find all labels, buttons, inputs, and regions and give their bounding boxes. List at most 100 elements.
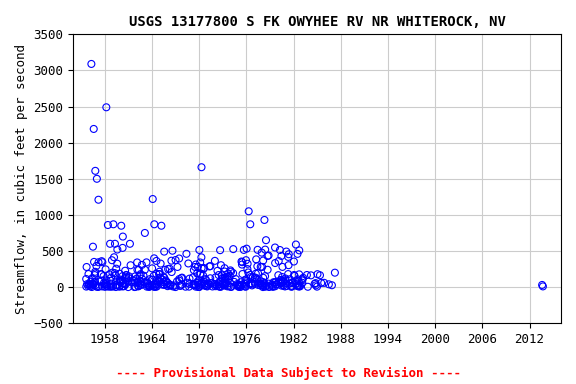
- Point: [95, 278, 104, 285]
- Point: [89, 282, 98, 288]
- Point: [88, 281, 97, 287]
- Point: [197, 254, 206, 260]
- Point: [98, 259, 107, 265]
- Point: [152, 258, 161, 264]
- Point: [237, 262, 247, 268]
- Point: [281, 283, 290, 290]
- Point: [143, 280, 153, 286]
- Point: [87, 61, 96, 67]
- Point: [225, 273, 234, 279]
- Point: [247, 280, 256, 286]
- Point: [140, 267, 149, 273]
- Point: [166, 282, 175, 288]
- Point: [119, 283, 128, 289]
- Point: [221, 282, 230, 288]
- Point: [107, 275, 116, 281]
- Point: [134, 267, 143, 273]
- Point: [290, 278, 300, 284]
- Point: [260, 273, 270, 279]
- Point: [122, 275, 131, 281]
- Point: [84, 283, 93, 289]
- Point: [119, 280, 128, 286]
- Point: [160, 281, 169, 288]
- Point: [105, 241, 115, 247]
- Point: [233, 283, 242, 289]
- Point: [311, 280, 320, 286]
- Point: [149, 273, 158, 279]
- Point: [172, 278, 181, 285]
- Point: [199, 266, 209, 272]
- Point: [191, 284, 200, 290]
- Point: [90, 282, 100, 288]
- Point: [136, 271, 145, 277]
- Point: [219, 282, 229, 288]
- Point: [82, 283, 91, 290]
- Point: [224, 283, 233, 290]
- Point: [313, 271, 322, 277]
- Point: [257, 264, 267, 270]
- Point: [288, 279, 297, 285]
- Point: [124, 275, 134, 281]
- Point: [295, 247, 304, 253]
- Point: [236, 279, 245, 285]
- Point: [145, 284, 154, 290]
- Point: [177, 281, 187, 288]
- Point: [220, 275, 229, 281]
- Point: [264, 280, 273, 286]
- Point: [183, 280, 192, 286]
- Point: [193, 280, 202, 286]
- Point: [253, 247, 262, 253]
- Point: [262, 237, 271, 243]
- Point: [90, 272, 99, 278]
- Point: [152, 283, 161, 290]
- Point: [221, 279, 230, 285]
- Point: [101, 266, 110, 272]
- Point: [218, 276, 227, 282]
- Point: [215, 281, 225, 287]
- Point: [212, 282, 221, 288]
- Point: [100, 284, 109, 290]
- Point: [278, 274, 287, 280]
- Point: [275, 247, 285, 253]
- Point: [152, 281, 161, 287]
- Point: [223, 276, 233, 282]
- Point: [165, 282, 175, 288]
- Point: [118, 273, 127, 279]
- Point: [121, 276, 130, 282]
- Point: [241, 284, 251, 290]
- Point: [84, 281, 93, 288]
- Point: [195, 271, 204, 277]
- Point: [111, 278, 120, 285]
- Point: [215, 279, 224, 285]
- Point: [175, 255, 184, 262]
- Point: [293, 283, 302, 289]
- Point: [256, 278, 265, 284]
- Point: [278, 264, 287, 270]
- Point: [281, 275, 290, 281]
- Point: [112, 266, 121, 272]
- Point: [133, 267, 142, 273]
- Point: [225, 280, 234, 286]
- Point: [150, 283, 160, 290]
- Point: [176, 283, 185, 289]
- Point: [191, 264, 200, 270]
- Point: [132, 259, 142, 265]
- Point: [256, 282, 265, 288]
- Point: [138, 281, 147, 288]
- Point: [282, 280, 291, 286]
- Point: [229, 270, 238, 276]
- Point: [276, 280, 285, 286]
- Point: [116, 278, 125, 284]
- Point: [245, 281, 254, 287]
- Point: [202, 277, 211, 283]
- Point: [259, 258, 268, 264]
- Point: [171, 284, 180, 290]
- Point: [290, 273, 299, 279]
- Point: [221, 274, 230, 280]
- Point: [302, 272, 312, 278]
- Point: [317, 280, 326, 286]
- Point: [220, 278, 229, 284]
- Point: [199, 279, 209, 285]
- Point: [198, 280, 207, 286]
- Point: [127, 280, 137, 286]
